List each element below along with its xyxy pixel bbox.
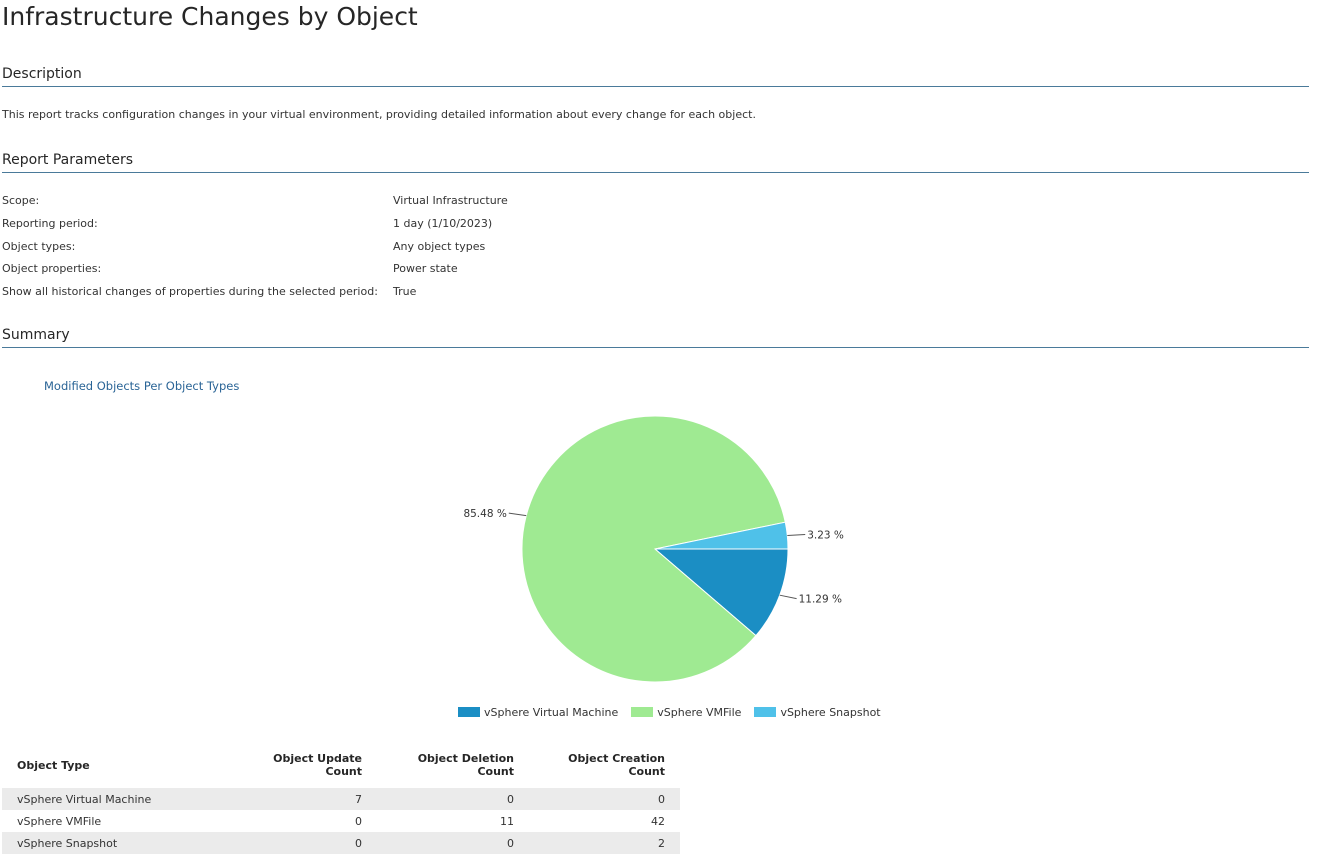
summary-table: Object Type Object Update Count Object D… bbox=[2, 752, 680, 854]
chart-title: Modified Objects Per Object Types bbox=[44, 379, 240, 393]
param-row-object-properties: Object properties: Power state bbox=[2, 262, 802, 280]
pie-leader-line bbox=[508, 512, 527, 517]
legend-label: vSphere Virtual Machine bbox=[484, 706, 619, 719]
cell-creation-count: 2 bbox=[529, 832, 680, 854]
pie-leader-line bbox=[779, 594, 797, 600]
param-label: Reporting period: bbox=[2, 217, 98, 230]
legend-item-vsphere-snapshot: vSphere Snapshot bbox=[754, 706, 881, 719]
report-parameters-heading: Report Parameters bbox=[2, 152, 1309, 173]
cell-update-count: 7 bbox=[241, 788, 377, 810]
param-value: 1 day (1/10/2023) bbox=[393, 217, 493, 230]
table-row: vSphere Snapshot 0 0 2 bbox=[2, 832, 680, 854]
cell-creation-count: 42 bbox=[651, 814, 665, 828]
header-creation-count: Object Creation Count bbox=[568, 752, 665, 778]
cell-creation-count: 0 bbox=[529, 788, 680, 810]
param-label: Show all historical changes of propertie… bbox=[2, 285, 378, 298]
header-deletion-count: Object Deletion Count bbox=[417, 752, 514, 778]
param-value: Any object types bbox=[393, 240, 486, 253]
description-text: This report tracks configuration changes… bbox=[2, 108, 756, 121]
param-row-object-types: Object types: Any object types bbox=[2, 240, 802, 258]
cell-deletion-count: 0 bbox=[377, 832, 529, 854]
cell-object-type: vSphere VMFile bbox=[17, 814, 102, 828]
cell-object-type: vSphere Snapshot bbox=[2, 832, 241, 854]
param-label: Object properties: bbox=[2, 262, 102, 275]
table-row: vSphere Virtual Machine 7 0 0 bbox=[2, 788, 680, 810]
pie-slice-vsphere-snapshot bbox=[654, 521, 789, 550]
cell-object-type: vSphere Virtual Machine bbox=[2, 788, 241, 810]
header-update-count: Object Update Count bbox=[273, 752, 362, 778]
table-header-row: Object Type Object Update Count Object D… bbox=[2, 752, 680, 778]
param-value: True bbox=[393, 285, 417, 298]
legend-item-vsphere-virtual-machine: vSphere Virtual Machine bbox=[458, 706, 618, 719]
summary-heading: Summary bbox=[2, 327, 1309, 348]
chart-legend: vSphere Virtual Machine vSphere VMFile vSp… bbox=[458, 706, 894, 719]
legend-label: vSphere VMFile bbox=[657, 706, 742, 719]
cell-deletion-count: 0 bbox=[377, 788, 529, 810]
legend-label: vSphere Snapshot bbox=[780, 706, 881, 719]
param-label: Object types: bbox=[2, 240, 76, 253]
param-value: Power state bbox=[393, 262, 458, 275]
param-label: Scope: bbox=[2, 194, 40, 207]
legend-swatch bbox=[458, 707, 480, 717]
description-heading: Description bbox=[2, 66, 1309, 87]
legend-swatch bbox=[754, 707, 777, 717]
pie-data-label: 11.29 % bbox=[799, 594, 842, 606]
param-row-show-historical: Show all historical changes of propertie… bbox=[2, 285, 802, 303]
pie-data-label: 3.23 % bbox=[807, 530, 844, 542]
param-row-reporting-period: Reporting period: 1 day (1/10/2023) bbox=[2, 217, 802, 235]
pie-data-label: 85.48 % bbox=[463, 508, 506, 520]
legend-swatch bbox=[631, 707, 654, 717]
header-object-type: Object Type bbox=[17, 758, 90, 772]
cell-update-count: 0 bbox=[241, 832, 377, 854]
param-value: Virtual Infrastructure bbox=[393, 194, 508, 207]
cell-deletion-count: 11 bbox=[500, 814, 514, 828]
legend-item-vsphere-vmfile: vSphere VMFile bbox=[631, 706, 741, 719]
pie-slice-vsphere-vmfile bbox=[521, 415, 786, 683]
param-row-scope: Scope: Virtual Infrastructure bbox=[2, 194, 802, 212]
pie-leader-line bbox=[787, 534, 806, 537]
cell-update-count: 0 bbox=[355, 814, 362, 828]
table-row: vSphere VMFile 0 11 42 bbox=[2, 810, 680, 832]
page-title: Infrastructure Changes by Object bbox=[2, 2, 418, 31]
